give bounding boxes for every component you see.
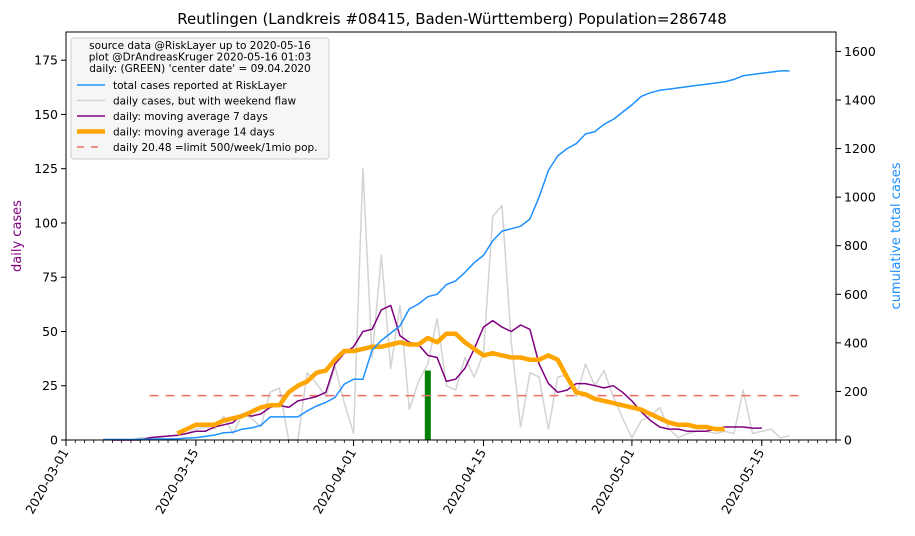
y-left-tick-label: 150 [34,107,58,122]
y-right-tick-label: 800 [844,238,868,253]
x-tick-label: 2020-05-01 [588,446,637,516]
y-right-tick-label: 1000 [844,190,876,205]
y-right-tick-label: 1600 [844,44,876,59]
legend-box [70,37,330,160]
x-tick-label: 2020-03-01 [22,446,71,516]
y-left-tick-label: 100 [34,215,58,230]
y-right-tick-label: 600 [844,287,868,302]
series-line-ma14 [176,331,725,436]
y-right-tick-label: 400 [844,335,868,350]
y-axis-label-left: daily cases [10,200,25,272]
legend-label-ma14: daily: moving average 14 days [113,127,275,139]
y-left-tick-label: 75 [42,270,58,285]
legend-header-line: plot @DrAndreasKruger 2020-05-16 01:03 [89,52,312,64]
series-line-total [103,70,790,441]
y-left-tick-label: 125 [34,161,58,176]
y-axis-label-right: cumulative total cases [889,162,904,309]
x-tick-label: 2020-04-01 [310,446,359,516]
legend-label-daily: daily cases, but with weekend flaw [113,96,297,108]
y-left-tick-label: 0 [50,433,58,448]
legend-header-line: daily: (GREEN) 'center date' = 09.04.202… [89,63,311,75]
center-date-bar [424,370,431,440]
x-tick-label: 2020-05-15 [718,446,767,516]
y-left-tick-label: 25 [42,378,58,393]
y-right-tick-label: 1200 [844,141,876,156]
legend-label-total: total cases reported at RiskLayer [113,80,287,92]
y-right-tick-label: 1400 [844,93,876,108]
series-line-ma7 [112,304,762,441]
y-left-tick-label: 175 [34,53,58,68]
y-right-tick-label: 200 [844,384,868,399]
x-tick-label: 2020-04-15 [440,446,489,516]
y-right-tick-label: 0 [844,433,852,448]
legend-header-line: source data @RiskLayer up to 2020-05-16 [89,40,311,52]
x-tick-label: 2020-03-15 [152,446,201,516]
legend: source data @RiskLayer up to 2020-05-16p… [70,37,330,160]
plot-area [103,70,799,441]
chart-title: Reutlingen (Landkreis #08415, Baden-Würt… [177,10,727,28]
plot-frame [65,31,837,441]
series-line-daily [103,167,790,441]
y-left-tick-label: 50 [42,324,58,339]
legend-label-ma7: daily: moving average 7 days [113,111,268,123]
legend-label-limit: daily 20.48 =limit 500/week/1mio pop. [113,142,318,154]
